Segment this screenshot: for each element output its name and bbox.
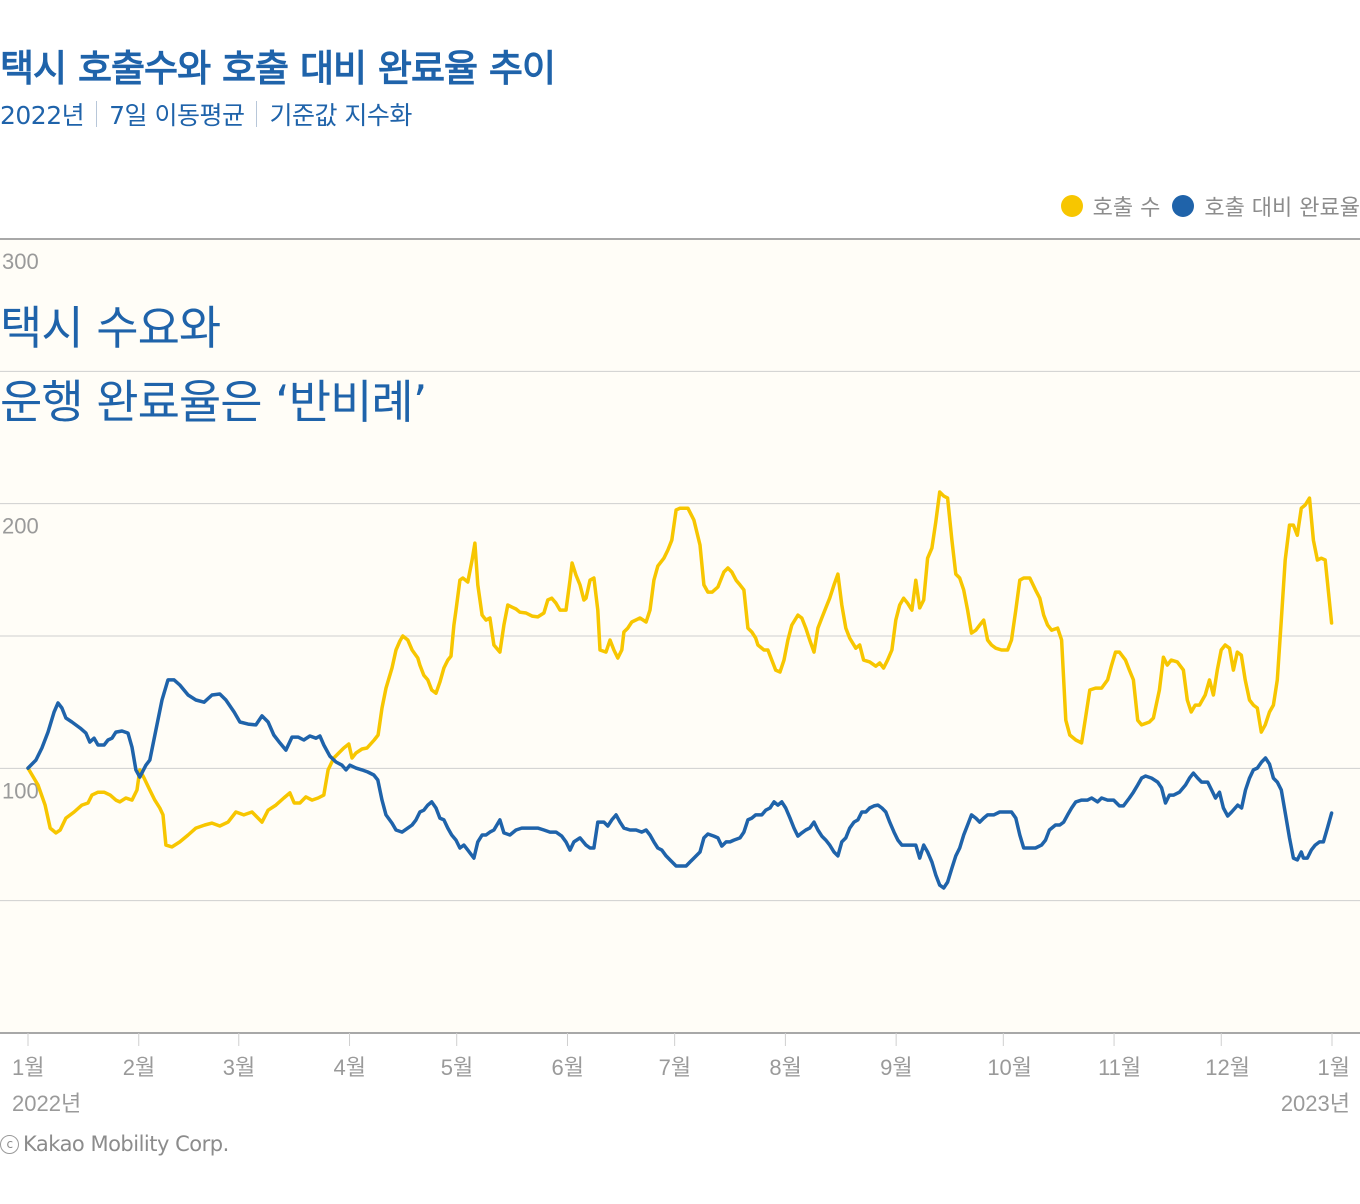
x-tick-label: 1월 [12,1055,44,1080]
subtitle-moving-average: 7일 이동평균 [109,101,245,130]
series-line-completion-rate [26,678,1334,890]
subtitle-year: 2022년 [0,101,85,130]
subtitle-indexing: 기준값 지수화 [269,101,412,130]
x-tick-label: 4월 [334,1055,366,1080]
legend: 호출 수 호출 대비 완료율 [1049,190,1360,222]
x-tick-label: 7월 [659,1055,691,1080]
x-tick-label: 11월 [1098,1055,1141,1080]
x-tick-label: 10월 [987,1055,1032,1080]
x-tick-label: 5월 [441,1055,473,1080]
legend-label-calls: 호출 수 [1092,196,1161,221]
x-tick-label: 9월 [880,1055,912,1080]
legend-dot-completion-icon [1172,195,1195,217]
x-tick-label: 6월 [551,1055,583,1080]
subtitle-divider [256,101,258,127]
x-year-label: 2022년 [12,1091,81,1116]
y-tick-label-200: 200 [2,514,39,539]
x-tick-label: 8월 [769,1055,801,1080]
series-line-calls [26,490,1334,849]
x-tick-label: 3월 [223,1055,255,1080]
y-tick-label-100: 100 [2,778,39,803]
credit-text: Kakao Mobility Corp. [23,1132,229,1156]
legend-item-calls: 호출 수 [1060,190,1161,222]
copyright-icon: c [0,1134,19,1154]
x-year-label: 2023년 [1281,1091,1350,1116]
legend-item-completion-rate: 호출 대비 완료율 [1172,190,1360,222]
chart-title: 택시 호출수와 호출 대비 완료율 추이 [0,47,556,90]
subtitle-divider [96,101,98,127]
legend-dot-calls-icon [1060,195,1083,217]
annotation-line-1: 택시 수요와 [0,301,220,355]
x-tick-label: 12월 [1205,1055,1250,1080]
footer-credit: c Kakao Mobility Corp. [0,1132,229,1156]
x-tick-label: 2월 [123,1055,155,1080]
chart-subtitle: 2022년 7일 이동평균 기준값 지수화 [0,96,412,132]
annotation-line-2: 운행 완료율은 ‘반비례’ [0,375,426,429]
y-tick-label-300: 300 [2,249,39,274]
legend-label-completion-rate: 호출 대비 완료율 [1204,196,1360,221]
x-tick-label: 1월 [1318,1055,1350,1080]
